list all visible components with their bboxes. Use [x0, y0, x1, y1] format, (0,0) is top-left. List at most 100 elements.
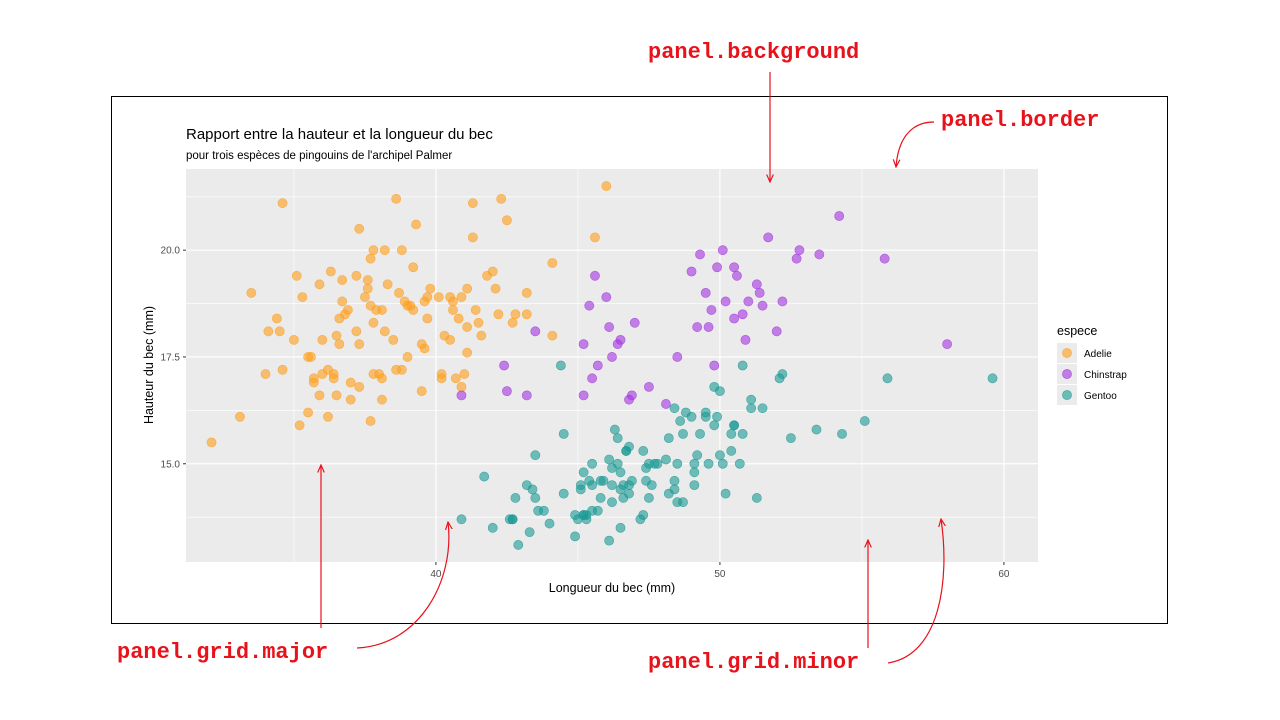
point-gentoo: [734, 458, 745, 469]
point-gentoo: [638, 446, 649, 456]
point-adelie: [368, 317, 379, 328]
point-chinstrap: [686, 266, 697, 277]
point-adelie: [396, 245, 407, 256]
point-chinstrap: [615, 334, 626, 345]
point-adelie: [470, 305, 481, 315]
chart-title: Rapport entre la hauteur et la longueur …: [186, 126, 493, 143]
point-adelie: [433, 292, 444, 303]
arrow-panel-border: [896, 121, 935, 167]
point-gentoo: [615, 467, 626, 478]
point-gentoo: [587, 458, 598, 469]
point-chinstrap: [530, 326, 541, 337]
point-chinstrap: [626, 390, 637, 401]
point-gentoo: [678, 497, 688, 508]
point-adelie: [487, 266, 498, 277]
point-adelie: [445, 334, 456, 345]
point-adelie: [306, 352, 316, 362]
point-gentoo: [578, 510, 589, 520]
x-tick-label: 50: [714, 569, 726, 580]
point-adelie: [436, 373, 447, 384]
point-gentoo: [510, 493, 521, 503]
y-tick-label: 15.0: [161, 459, 181, 470]
point-adelie: [308, 373, 319, 384]
point-gentoo: [712, 411, 722, 422]
point-adelie: [277, 198, 288, 209]
point-chinstrap: [729, 313, 740, 324]
point-chinstrap: [879, 253, 890, 264]
point-adelie: [351, 270, 362, 281]
point-adelie: [590, 232, 600, 243]
point-gentoo: [587, 480, 598, 491]
points-layer: [206, 181, 998, 550]
legend-label-chinstrap: Chinstrap: [1084, 370, 1127, 381]
point-adelie: [206, 437, 217, 448]
point-adelie: [297, 292, 308, 303]
point-adelie: [314, 279, 325, 290]
point-gentoo: [530, 493, 541, 503]
x-ticks: 40 50 60: [430, 562, 1010, 580]
point-gentoo: [672, 458, 683, 469]
point-chinstrap: [584, 300, 595, 311]
annotation-panel-grid-major: panel.grid.major: [117, 640, 329, 665]
point-gentoo: [604, 535, 615, 546]
point-chinstrap: [578, 390, 589, 401]
point-gentoo: [703, 458, 714, 469]
plot-frame: 40 50 60 15.0 17.5 20.0 Rapport entre la hau…: [111, 96, 1168, 624]
point-chinstrap: [720, 296, 731, 307]
point-gentoo: [612, 433, 623, 444]
point-gentoo: [570, 531, 580, 542]
legend-label-adelie: Adelie: [1084, 349, 1112, 360]
point-chinstrap: [763, 232, 774, 243]
point-adelie: [416, 386, 427, 397]
point-gentoo: [757, 403, 768, 414]
point-adelie: [402, 352, 413, 362]
point-gentoo: [751, 493, 762, 503]
point-gentoo: [678, 428, 688, 439]
point-chinstrap: [521, 390, 532, 401]
point-adelie: [325, 266, 336, 277]
legend-key-adelie: [1062, 348, 1072, 358]
point-gentoo: [737, 428, 748, 439]
point-gentoo: [592, 505, 603, 516]
annotation-panel-border: panel.border: [941, 108, 1100, 133]
legend: espece Adelie Chinstrap Gentoo: [1057, 324, 1127, 405]
legend-title: espece: [1057, 324, 1097, 338]
grid-minor: [186, 169, 1038, 562]
point-chinstrap: [592, 360, 603, 371]
point-adelie: [490, 283, 501, 294]
point-adelie: [294, 420, 305, 431]
point-chinstrap: [578, 339, 589, 350]
point-chinstrap: [794, 245, 805, 256]
point-gentoo: [456, 514, 467, 525]
point-chinstrap: [703, 322, 714, 332]
point-gentoo: [575, 480, 586, 491]
point-chinstrap: [737, 309, 748, 320]
point-chinstrap: [456, 390, 467, 401]
point-adelie: [601, 181, 612, 191]
point-gentoo: [595, 475, 606, 486]
point-gentoo: [675, 416, 686, 426]
point-chinstrap: [629, 317, 640, 328]
point-gentoo: [709, 381, 720, 392]
point-adelie: [408, 262, 419, 273]
annotation-panel-background: panel.background: [648, 40, 860, 65]
point-chinstrap: [709, 360, 720, 371]
scatter-plot: 40 50 60 15.0 17.5 20.0 Rapport entre la hau…: [142, 126, 1127, 595]
point-adelie: [337, 296, 348, 307]
point-gentoo: [507, 514, 518, 525]
point-adelie: [396, 364, 407, 375]
point-chinstrap: [717, 245, 728, 256]
point-gentoo: [746, 394, 757, 405]
point-gentoo: [661, 454, 671, 465]
point-adelie: [235, 411, 245, 422]
point-chinstrap: [601, 292, 612, 303]
point-adelie: [467, 232, 478, 243]
point-adelie: [377, 305, 387, 315]
point-adelie: [260, 369, 271, 379]
point-adelie: [345, 394, 356, 405]
point-adelie: [263, 326, 274, 337]
x-tick-label: 60: [998, 569, 1010, 580]
point-adelie: [462, 322, 473, 332]
point-gentoo: [530, 450, 541, 461]
